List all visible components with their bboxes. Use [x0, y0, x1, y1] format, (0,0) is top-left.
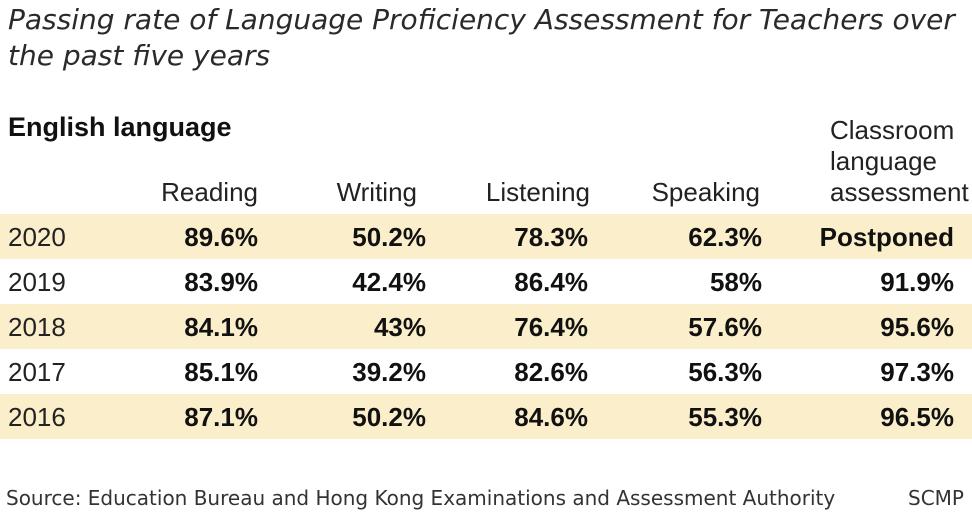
cell-writing: 50.2% [352, 402, 426, 432]
cell-speaking: 55.3% [688, 402, 762, 432]
credit: SCMP [908, 486, 964, 510]
column-header-listening: Listening [485, 177, 590, 207]
column-header-writing: Writing [336, 177, 417, 207]
table-row: 2016 87.1% 50.2% 84.6% 55.3% 96.5% [0, 394, 972, 439]
cell-listening: 76.4% [514, 312, 588, 342]
section-title: English language [8, 112, 232, 142]
row-year: 2017 [8, 357, 66, 387]
cell-listening: 86.4% [514, 267, 588, 297]
cell-writing: 42.4% [352, 267, 426, 297]
cell-writing: 50.2% [352, 222, 426, 252]
cell-reading: 89.6% [184, 222, 258, 252]
table-row: 2018 84.1% 43% 76.4% 57.6% 95.6% [0, 304, 972, 349]
cell-listening: 78.3% [514, 222, 588, 252]
cell-reading: 83.9% [184, 267, 258, 297]
cell-writing: 39.2% [352, 357, 426, 387]
cell-listening: 84.6% [514, 402, 588, 432]
cell-listening: 82.6% [514, 357, 588, 387]
cell-classroom: 96.5% [880, 402, 954, 432]
cell-speaking: 62.3% [688, 222, 762, 252]
source-note: Source: Education Bureau and Hong Kong E… [6, 486, 836, 510]
cell-reading: 85.1% [184, 357, 258, 387]
column-header-reading: Reading [161, 177, 258, 207]
column-header-classroom-language-assessment: Classroom language assessment [830, 115, 969, 207]
cell-reading: 84.1% [184, 312, 258, 342]
cell-classroom: 91.9% [880, 267, 954, 297]
cell-classroom: 95.6% [880, 312, 954, 342]
table-row: 2019 83.9% 42.4% 86.4% 58% 91.9% [0, 259, 972, 304]
cell-speaking: 56.3% [688, 357, 762, 387]
row-year: 2018 [8, 312, 66, 342]
cell-writing: 43% [373, 312, 426, 342]
table-header: Reading Writing Listening Speaking Class… [0, 112, 972, 212]
cell-speaking: 58% [709, 267, 762, 297]
cell-speaking: 57.6% [688, 312, 762, 342]
data-table: 2020 89.6% 50.2% 78.3% 62.3% Postponed 2019 83.… [0, 214, 972, 439]
table-row: 2020 89.6% 50.2% 78.3% 62.3% Postponed [0, 214, 972, 259]
row-year: 2016 [8, 402, 66, 432]
cell-reading: 87.1% [184, 402, 258, 432]
chart-title: Passing rate of Language Proficiency Ass… [8, 3, 955, 72]
table-row: 2017 85.1% 39.2% 82.6% 56.3% 97.3% [0, 349, 972, 394]
cell-classroom: Postponed [819, 222, 954, 252]
column-header-speaking: Speaking [651, 177, 760, 207]
row-year: 2020 [8, 222, 66, 252]
cell-classroom: 97.3% [880, 357, 954, 387]
row-year: 2019 [8, 267, 66, 297]
